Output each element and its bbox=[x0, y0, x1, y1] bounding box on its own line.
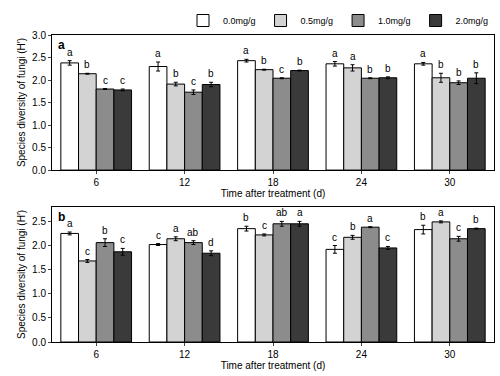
svg-text:2.0: 2.0 bbox=[32, 240, 46, 251]
svg-text:d: d bbox=[208, 237, 214, 248]
svg-text:a: a bbox=[438, 207, 444, 218]
svg-text:a: a bbox=[58, 38, 65, 52]
svg-text:c: c bbox=[156, 230, 161, 241]
svg-text:c: c bbox=[191, 76, 196, 87]
svg-text:b: b bbox=[58, 210, 65, 224]
svg-text:a: a bbox=[297, 207, 303, 218]
svg-text:b: b bbox=[420, 211, 426, 222]
svg-text:b: b bbox=[208, 68, 214, 79]
svg-text:0.5mg/g: 0.5mg/g bbox=[301, 16, 334, 26]
svg-text:3.0: 3.0 bbox=[32, 30, 46, 41]
svg-text:a: a bbox=[67, 47, 73, 58]
svg-text:c: c bbox=[85, 246, 90, 257]
svg-text:0.0: 0.0 bbox=[32, 337, 46, 348]
svg-text:c: c bbox=[332, 232, 337, 243]
svg-text:0.0mg/g: 0.0mg/g bbox=[223, 16, 256, 26]
svg-text:1.5: 1.5 bbox=[32, 264, 46, 275]
svg-text:0.5: 0.5 bbox=[32, 312, 46, 323]
svg-text:12: 12 bbox=[179, 177, 191, 188]
svg-text:1.0: 1.0 bbox=[32, 288, 46, 299]
svg-text:a: a bbox=[350, 51, 356, 62]
svg-text:b: b bbox=[84, 59, 90, 70]
svg-text:a: a bbox=[332, 48, 338, 59]
svg-text:b: b bbox=[473, 214, 479, 225]
svg-text:Species diversity of fungi (H′: Species diversity of fungi (H′) bbox=[16, 210, 27, 339]
svg-text:1.5: 1.5 bbox=[32, 97, 46, 108]
svg-text:c: c bbox=[262, 220, 267, 231]
svg-text:a: a bbox=[155, 48, 161, 59]
svg-text:Species diversity of fungi (H′: Species diversity of fungi (H′) bbox=[16, 38, 27, 167]
svg-text:b: b bbox=[367, 64, 373, 75]
svg-text:6: 6 bbox=[93, 349, 99, 360]
svg-text:b: b bbox=[456, 67, 462, 78]
svg-text:b: b bbox=[261, 55, 267, 66]
svg-text:30: 30 bbox=[444, 177, 456, 188]
svg-text:b: b bbox=[473, 59, 479, 70]
svg-text:18: 18 bbox=[267, 349, 279, 360]
svg-text:1.0mg/g: 1.0mg/g bbox=[378, 16, 411, 26]
svg-text:0.0: 0.0 bbox=[32, 165, 46, 176]
svg-text:2.5: 2.5 bbox=[32, 216, 46, 227]
svg-text:c: c bbox=[385, 232, 390, 243]
svg-text:c: c bbox=[120, 75, 125, 86]
svg-text:18: 18 bbox=[267, 177, 279, 188]
svg-text:c: c bbox=[456, 222, 461, 233]
svg-text:0.5: 0.5 bbox=[32, 142, 46, 153]
svg-text:24: 24 bbox=[356, 349, 368, 360]
svg-text:b: b bbox=[350, 221, 356, 232]
svg-text:a: a bbox=[67, 218, 73, 229]
svg-text:c: c bbox=[279, 64, 284, 75]
svg-text:a: a bbox=[420, 48, 426, 59]
svg-text:ab: ab bbox=[276, 207, 288, 218]
svg-text:b: b bbox=[438, 59, 444, 70]
svg-text:b: b bbox=[102, 225, 108, 236]
svg-text:Time after treatment (d): Time after treatment (d) bbox=[221, 360, 326, 371]
svg-text:2.0mg/g: 2.0mg/g bbox=[456, 16, 489, 26]
svg-text:a: a bbox=[367, 213, 373, 224]
svg-text:1.0: 1.0 bbox=[32, 120, 46, 131]
svg-text:c: c bbox=[120, 234, 125, 245]
svg-text:c: c bbox=[103, 75, 108, 86]
svg-text:a: a bbox=[173, 223, 179, 234]
svg-text:a: a bbox=[243, 45, 249, 56]
svg-text:30: 30 bbox=[444, 349, 456, 360]
svg-text:Time after treatment (d): Time after treatment (d) bbox=[221, 188, 326, 199]
svg-text:2.0: 2.0 bbox=[32, 75, 46, 86]
svg-text:24: 24 bbox=[356, 177, 368, 188]
svg-text:b: b bbox=[385, 63, 391, 74]
svg-text:12: 12 bbox=[179, 349, 191, 360]
svg-text:2.5: 2.5 bbox=[32, 52, 46, 63]
svg-text:b: b bbox=[297, 56, 303, 67]
svg-text:b: b bbox=[173, 68, 179, 79]
svg-text:6: 6 bbox=[93, 177, 99, 188]
svg-text:ab: ab bbox=[187, 227, 199, 238]
svg-text:b: b bbox=[243, 212, 249, 223]
